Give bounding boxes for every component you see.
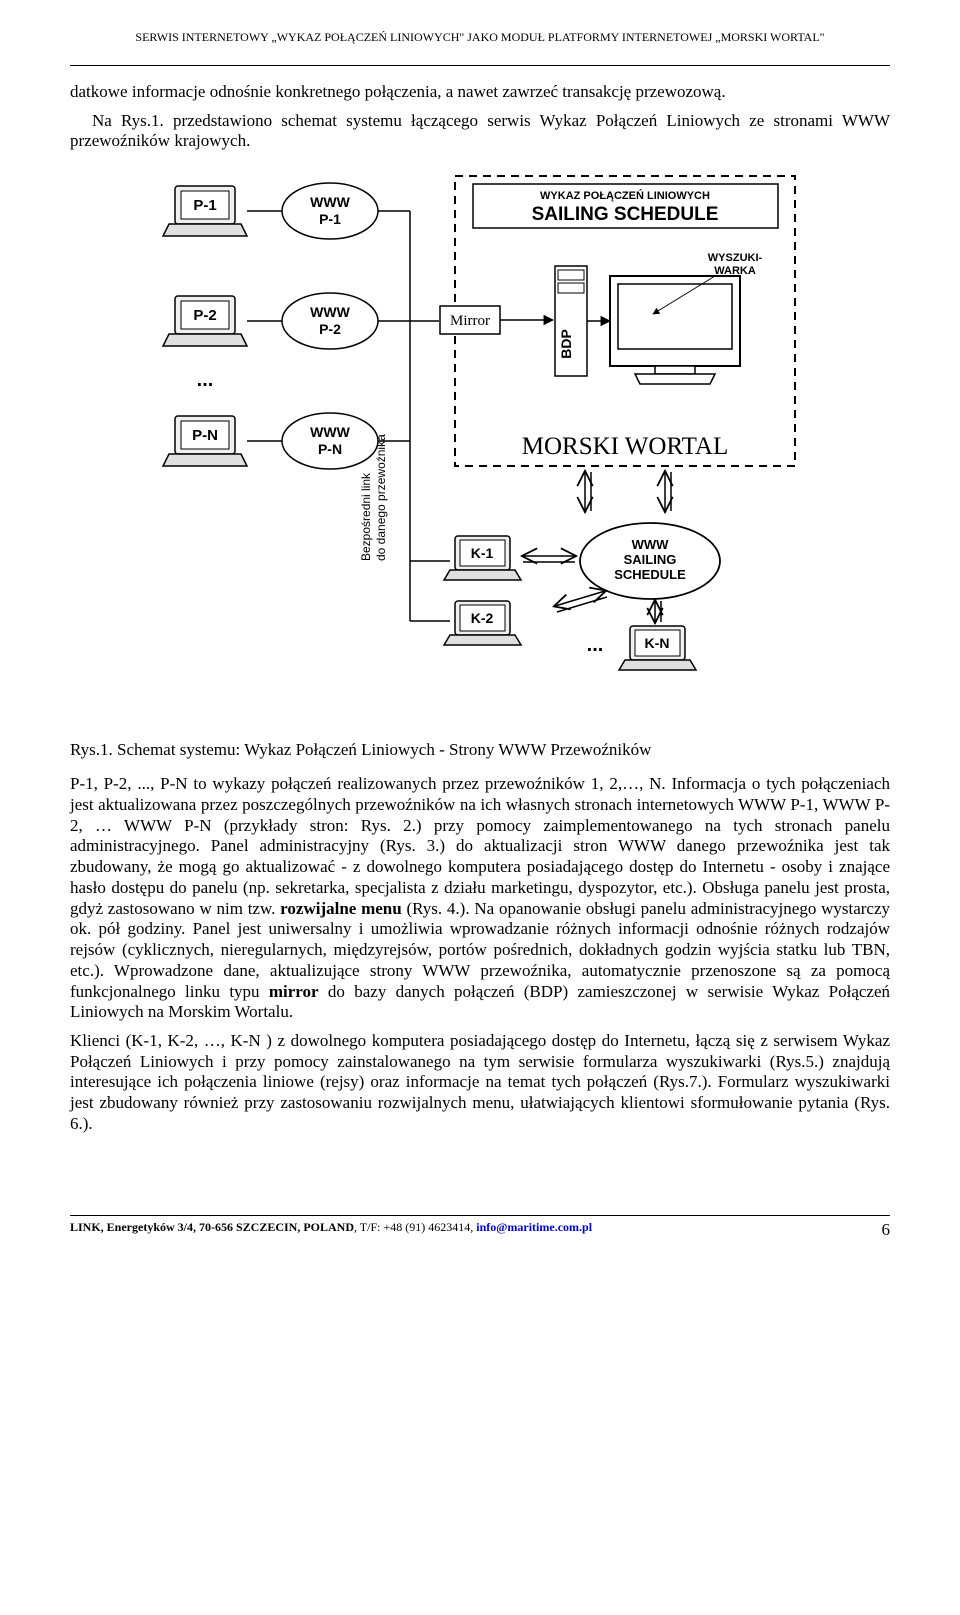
mirror-label: Mirror xyxy=(450,313,490,329)
link-l1: Bezpośredni link xyxy=(359,472,373,561)
p2-label: P-2 xyxy=(193,307,216,324)
footer-rule xyxy=(70,1215,890,1216)
dots-k: ... xyxy=(587,634,604,656)
figure-1-caption: Rys.1. Schemat systemu: Wykaz Połączeń L… xyxy=(70,740,890,760)
p1-label: P-1 xyxy=(193,197,216,214)
paragraph-intro-a: datkowe informacje odnośnie konkretnego … xyxy=(70,82,890,103)
laptop-k2: K-2 xyxy=(444,601,521,645)
monitor-search: WYSZUKI- WARKA xyxy=(610,252,763,384)
cloud-www-ss: WWW SAILING SCHEDULE xyxy=(580,523,720,599)
double-arrow-2 xyxy=(665,472,671,511)
laptop-pn: P-N xyxy=(163,416,247,466)
laptop-k1: K-1 xyxy=(444,536,521,580)
wwwss-l3: SCHEDULE xyxy=(614,567,686,582)
cloud-p2-a: WWW xyxy=(310,304,350,320)
title-line1: WYKAZ POŁĄCZEŃ LINIOWYCH xyxy=(540,189,710,202)
figure-1: WYKAZ POŁĄCZEŃ LINIOWYCH SAILING SCHEDUL… xyxy=(155,166,805,726)
paragraph-intro-b: Na Rys.1. przedstawiono schemat systemu … xyxy=(70,111,890,152)
search-l2: WARKA xyxy=(714,265,756,277)
footer-text-b: , T/F: +48 (91) 4623414, xyxy=(354,1220,476,1234)
cloud-p1-a: WWW xyxy=(310,194,350,210)
dots-left: ... xyxy=(197,369,214,391)
footer-mail: info@maritime.com.pl xyxy=(476,1220,592,1234)
cloud-p1-b: P-1 xyxy=(319,211,341,227)
title-box: WYKAZ POŁĄCZEŃ LINIOWYCH SAILING SCHEDUL… xyxy=(473,184,778,228)
header-rule xyxy=(70,65,890,66)
page-header: SERWIS INTERNETOWY „WYKAZ POŁĄCZEŃ LINIO… xyxy=(70,30,890,45)
wwwss-l2: SAILING xyxy=(624,552,677,567)
morski-label: MORSKI WORTAL xyxy=(522,433,728,460)
mirror-box: Mirror xyxy=(440,306,500,334)
cloud-pn-b: P-N xyxy=(318,441,342,457)
bdp-label: BDP xyxy=(558,329,574,359)
laptop-p2: P-2 xyxy=(163,296,247,346)
bdp-tower: BDP xyxy=(555,266,587,376)
paragraph-3: Klienci (K-1, K-2, …, K-N ) z dowolnego … xyxy=(70,1031,890,1135)
link-l2: do danego przewoźnika xyxy=(374,434,388,561)
wwwss-l1: WWW xyxy=(632,537,670,552)
cloud-pn: WWW P-N xyxy=(282,413,378,469)
page-footer: LINK, Energetyków 3/4, 70-656 SZCZECIN, … xyxy=(70,1215,890,1235)
cloud-p1: WWW P-1 xyxy=(282,183,378,239)
double-arrow-1 xyxy=(585,472,591,511)
title-line2: SAILING SCHEDULE xyxy=(532,204,719,225)
p2-a: P-1, P-2, ..., P-N to wykazy połączeń re… xyxy=(70,774,890,917)
k1-label: K-1 xyxy=(471,545,494,561)
p2-b-bold: rozwijalne menu xyxy=(280,899,402,918)
k2-label: K-2 xyxy=(471,610,494,626)
search-l1: WYSZUKI- xyxy=(708,252,763,264)
footer-text-a: LINK, Energetyków 3/4, 70-656 SZCZECIN, … xyxy=(70,1220,354,1234)
kn-label: K-N xyxy=(645,635,670,651)
cloud-p2-b: P-2 xyxy=(319,321,341,337)
paragraph-2: P-1, P-2, ..., P-N to wykazy połączeń re… xyxy=(70,774,890,1023)
laptop-p1: P-1 xyxy=(163,186,247,236)
laptop-kn: K-N xyxy=(619,626,696,670)
p2-d-bold: mirror xyxy=(269,982,319,1001)
cloud-p2: WWW P-2 xyxy=(282,293,378,349)
cloud-pn-a: WWW xyxy=(310,424,350,440)
pn-label: P-N xyxy=(192,427,218,444)
footer-page-number: 6 xyxy=(882,1220,891,1240)
